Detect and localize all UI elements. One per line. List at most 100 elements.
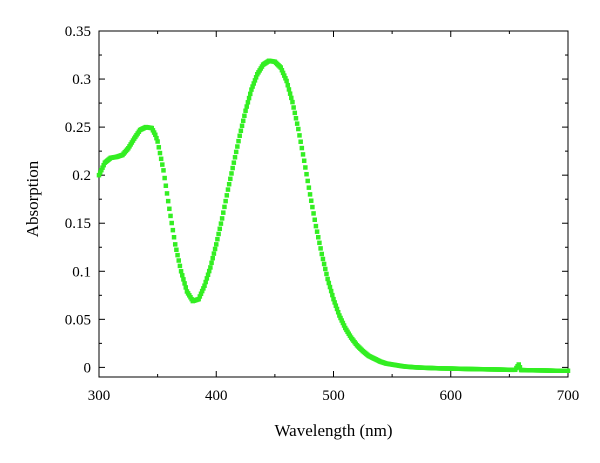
data-point xyxy=(203,279,208,285)
x-tick-label: 700 xyxy=(557,388,580,404)
data-point xyxy=(243,108,248,114)
data-point xyxy=(165,198,171,204)
data-point xyxy=(242,113,247,119)
data-point xyxy=(222,204,227,210)
data-point xyxy=(202,283,207,288)
data-point xyxy=(164,191,170,196)
data-point xyxy=(160,162,165,167)
data-point xyxy=(171,235,177,240)
data-point xyxy=(335,309,341,315)
data-point xyxy=(204,276,210,281)
data-point xyxy=(174,247,179,252)
data-point xyxy=(291,105,296,110)
data-point xyxy=(327,284,333,290)
data-point xyxy=(330,292,335,298)
data-point xyxy=(299,145,305,151)
y-tick-label: 0.2 xyxy=(72,168,91,184)
data-point xyxy=(215,236,220,242)
data-point xyxy=(169,220,174,226)
data-point xyxy=(317,240,322,246)
data-point xyxy=(294,121,300,126)
data-point xyxy=(297,133,302,138)
data-point xyxy=(311,211,316,216)
data-point xyxy=(162,175,167,181)
data-point xyxy=(308,198,314,203)
data-point xyxy=(155,139,160,144)
data-point xyxy=(218,221,224,226)
y-tick-label: 0.1 xyxy=(72,264,91,280)
data-point xyxy=(289,95,294,101)
data-point xyxy=(338,315,343,321)
y-tick-label: 0 xyxy=(84,360,92,376)
data-point xyxy=(231,160,237,165)
data-point xyxy=(284,78,289,84)
plot-frame xyxy=(98,30,569,378)
x-tick-label: 400 xyxy=(205,388,228,404)
x-tick-label: 500 xyxy=(322,388,345,404)
x-tick-label: 600 xyxy=(440,388,463,404)
data-point xyxy=(246,95,252,101)
data-point xyxy=(324,271,329,277)
data-point xyxy=(214,242,219,247)
data-point xyxy=(201,286,206,291)
data-point xyxy=(181,277,186,282)
data-point xyxy=(305,178,310,184)
data-point xyxy=(303,165,308,170)
data-point xyxy=(565,368,571,374)
data-point xyxy=(301,158,307,163)
data-point xyxy=(282,73,287,78)
data-point xyxy=(183,285,189,290)
data-point xyxy=(314,229,320,234)
data-point xyxy=(292,110,298,116)
data-point xyxy=(236,138,241,144)
data-point xyxy=(179,273,185,278)
data-point xyxy=(253,75,259,80)
data-point xyxy=(224,193,230,198)
data-point xyxy=(326,280,332,286)
y-tick-label: 0.25 xyxy=(65,120,91,136)
data-point xyxy=(172,242,178,247)
data-point xyxy=(251,81,257,86)
data-point xyxy=(100,165,105,170)
data-point xyxy=(516,362,522,367)
data-point xyxy=(250,84,255,89)
data-point xyxy=(304,171,309,177)
data-point xyxy=(278,65,283,70)
data-point xyxy=(209,260,214,266)
data-point xyxy=(199,288,205,294)
data-point xyxy=(217,226,223,232)
data-point xyxy=(182,281,187,286)
plot-area: 300 400 500 600 700 0 0.05 0.1 0.15 0.2 0.25 0.3 0.3… xyxy=(65,24,580,404)
data-point xyxy=(225,187,231,192)
data-point xyxy=(286,87,292,92)
data-point xyxy=(239,123,245,129)
data-point xyxy=(178,269,184,274)
data-point xyxy=(208,265,213,270)
data-point xyxy=(321,261,327,267)
data-point xyxy=(279,67,285,73)
data-point xyxy=(244,104,249,109)
data-point xyxy=(153,132,158,138)
data-point xyxy=(249,87,254,92)
data-point xyxy=(229,171,234,176)
data-point xyxy=(212,246,218,252)
data-point xyxy=(340,320,346,326)
data-point xyxy=(318,246,323,251)
data-point xyxy=(167,206,172,212)
data-point xyxy=(157,150,163,156)
data-point xyxy=(228,176,233,182)
y-tick-label: 0.3 xyxy=(72,72,91,88)
data-point xyxy=(211,251,217,256)
data-point xyxy=(210,255,215,261)
data-point xyxy=(290,99,295,105)
data-point xyxy=(339,318,344,323)
data-point xyxy=(240,118,246,124)
y-tick-label: 0.35 xyxy=(65,24,91,40)
data-point xyxy=(101,162,106,168)
data-point xyxy=(316,235,321,240)
y-axis-label: Absorption xyxy=(23,160,42,237)
data-point xyxy=(161,168,166,173)
data-point xyxy=(154,135,159,141)
data-point xyxy=(320,256,326,262)
